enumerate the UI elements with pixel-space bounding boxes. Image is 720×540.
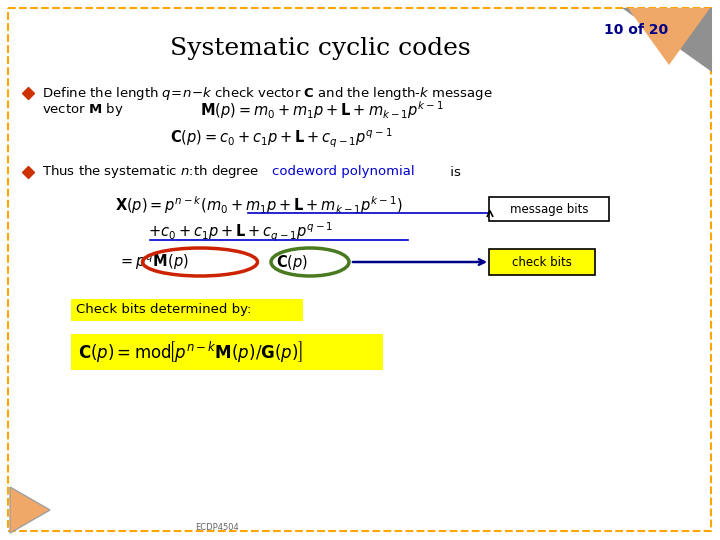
Text: $\mathbf{X}(p) = p^{n-k}(m_0 + m_1p + \mathbf{L} + m_{k-1}p^{k-1})$: $\mathbf{X}(p) = p^{n-k}(m_0 + m_1p + \m… xyxy=(115,194,402,216)
Text: is: is xyxy=(446,165,461,179)
Text: vector $\mathbf{M}$ by: vector $\mathbf{M}$ by xyxy=(42,102,124,118)
Text: Check bits determined by:: Check bits determined by: xyxy=(76,303,251,316)
Text: ECDP4504: ECDP4504 xyxy=(195,523,239,532)
Text: $\mathbf{M}(p) = m_0 + m_1p + \mathbf{L} + m_{k-1}p^{k-1}$: $\mathbf{M}(p) = m_0 + m_1p + \mathbf{L}… xyxy=(200,99,444,121)
Text: message bits: message bits xyxy=(510,202,588,215)
Text: codeword polynomial: codeword polynomial xyxy=(272,165,415,179)
Text: $\mathbf{C}(p)$: $\mathbf{C}(p)$ xyxy=(276,253,308,272)
Polygon shape xyxy=(622,8,712,72)
Text: $\mathbf{C}(p) = \mathrm{mod}\!\left[p^{n-k}\mathbf{M}(p)/\mathbf{G}(p)\right]$: $\mathbf{C}(p) = \mathrm{mod}\!\left[p^{… xyxy=(78,340,303,365)
Text: Systematic cyclic codes: Systematic cyclic codes xyxy=(170,37,470,59)
Text: $\mathbf{C}(p) = c_0 + c_1p + \mathbf{L} + c_{q-1}p^{q-1}$: $\mathbf{C}(p) = c_0 + c_1p + \mathbf{L}… xyxy=(170,126,392,150)
FancyBboxPatch shape xyxy=(71,299,303,321)
FancyBboxPatch shape xyxy=(489,197,609,221)
Text: check bits: check bits xyxy=(512,255,572,268)
FancyBboxPatch shape xyxy=(71,334,383,370)
FancyBboxPatch shape xyxy=(489,249,595,275)
Text: $= p^q\mathbf{M}(p)$: $= p^q\mathbf{M}(p)$ xyxy=(118,252,189,272)
Text: $+ c_0 + c_1p + \mathbf{L} + c_{q-1}p^{q-1}$: $+ c_0 + c_1p + \mathbf{L} + c_{q-1}p^{q… xyxy=(148,220,333,244)
Text: Thus the systematic $n$:th degree: Thus the systematic $n$:th degree xyxy=(42,164,260,180)
Polygon shape xyxy=(10,487,50,533)
Polygon shape xyxy=(628,8,710,65)
Text: Define the length $q\!=\!n\!-\!k$ check vector $\mathbf{C}$ and the length-$k$ m: Define the length $q\!=\!n\!-\!k$ check … xyxy=(42,84,492,102)
Text: 10 of 20: 10 of 20 xyxy=(604,23,668,37)
